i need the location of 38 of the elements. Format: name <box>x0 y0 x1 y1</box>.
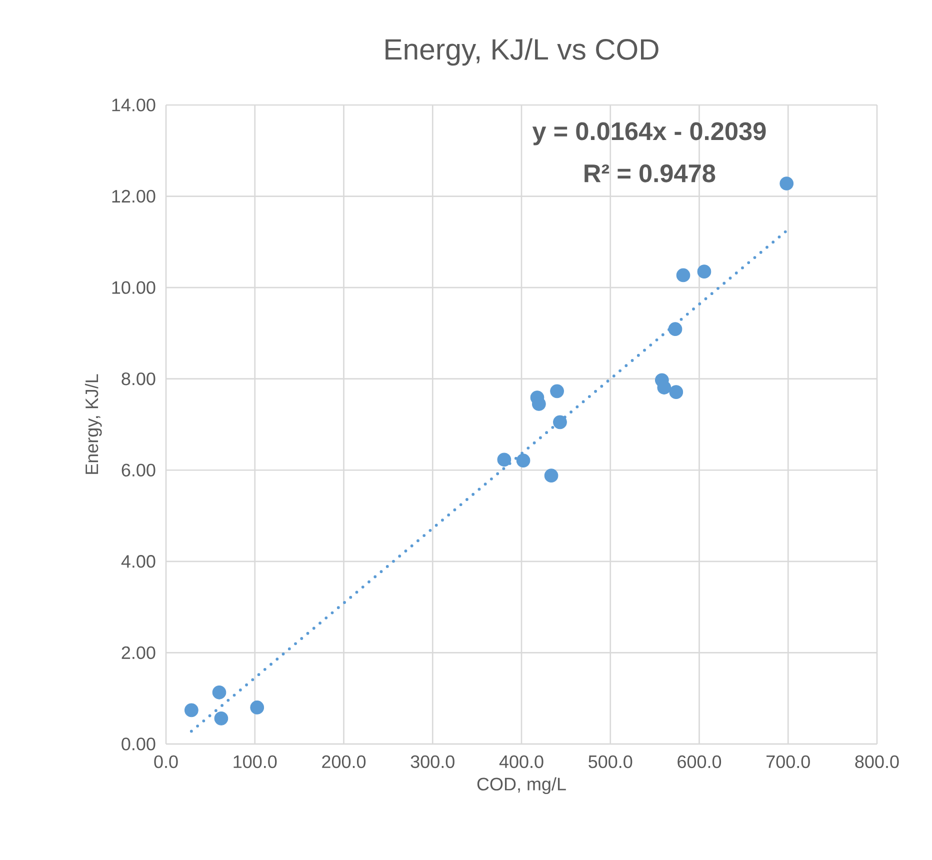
chart-title: Energy, KJ/L vs COD <box>386 38 658 66</box>
point <box>497 452 512 467</box>
point <box>516 454 530 468</box>
y-tick-label: 6.00 <box>122 464 156 476</box>
x-tick-label: 200.0 <box>322 755 366 768</box>
y-tick-label: 4.00 <box>121 555 156 568</box>
x-tick-label: 500.0 <box>588 755 632 768</box>
point <box>553 415 567 430</box>
x-tick-label: 400.0 <box>499 755 544 768</box>
y-tick-label: 8.00 <box>122 372 156 386</box>
x-tick-label: 700.0 <box>766 755 810 768</box>
point <box>780 176 794 190</box>
y-tick-label: 14.00 <box>112 98 156 112</box>
point <box>550 384 564 398</box>
y-tick-label: 2.00 <box>122 646 156 660</box>
point <box>184 703 198 718</box>
point <box>250 700 264 714</box>
x-axis-title: COD, mg/L <box>477 777 566 794</box>
point <box>212 685 226 700</box>
point <box>697 264 712 279</box>
x-tick-label: 100.0 <box>234 755 277 768</box>
annotation: y = 0.0164x - 0.2039 <box>532 122 766 146</box>
x-tick-label: 600.0 <box>678 755 722 768</box>
point <box>669 385 684 400</box>
y-tick-label: 12.00 <box>112 190 156 203</box>
point <box>668 322 682 336</box>
point <box>657 380 672 394</box>
y-tick-label: 10.00 <box>112 281 156 294</box>
x-tick-label: 800.0 <box>855 755 899 768</box>
point <box>676 268 690 282</box>
y-axis-title: Energy, KJ/L <box>84 374 102 474</box>
y-tick-label: 0.00 <box>122 738 156 750</box>
annotation: R² = 0.9478 <box>584 164 716 182</box>
x-tick-label: 300.0 <box>410 755 454 768</box>
x-tick-label: 0.0 <box>154 755 178 768</box>
point <box>214 711 228 726</box>
point <box>532 397 546 411</box>
point <box>544 468 558 483</box>
